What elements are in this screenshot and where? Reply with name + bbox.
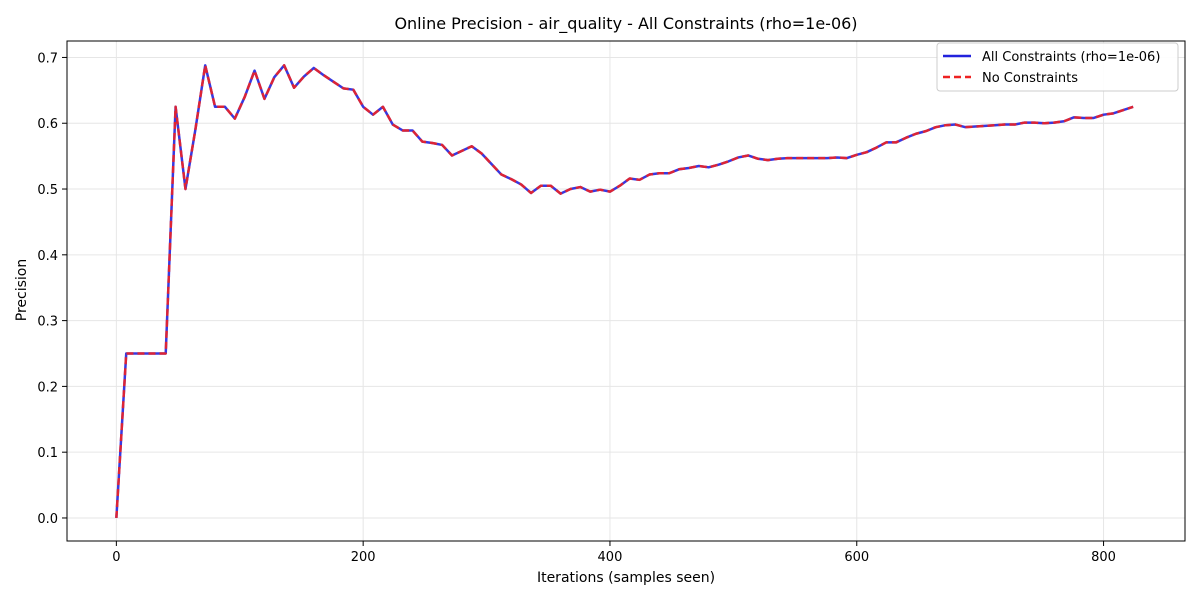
- x-tick-label: 0: [112, 550, 120, 565]
- y-tick-label: 0.7: [37, 51, 58, 66]
- x-tick-label: 400: [598, 550, 623, 565]
- y-tick-label: 0.3: [37, 315, 58, 330]
- legend-label-no-constraints: No Constraints: [982, 71, 1078, 86]
- series-line-no-constraints: [115, 64, 1134, 519]
- x-tick-label: 200: [351, 550, 376, 565]
- legend: All Constraints (rho=1e-06) No Constrain…: [936, 42, 1179, 92]
- y-tick-label: 0.6: [37, 117, 58, 132]
- y-tick-label: 0.0: [37, 512, 58, 527]
- legend-label-all-constraints: All Constraints (rho=1e-06): [982, 50, 1160, 65]
- series-layer: [115, 64, 1134, 519]
- y-tick-label: 0.1: [37, 446, 58, 461]
- y-axis-label: Precision: [14, 259, 30, 321]
- x-tick-label: 800: [1091, 550, 1116, 565]
- y-tick-label: 0.5: [37, 183, 58, 198]
- y-tick-label: 0.4: [37, 249, 58, 264]
- series-line-all-constraints: [115, 64, 1134, 519]
- y-tick-label: 0.2: [37, 380, 58, 395]
- plot-frame: [66, 40, 1186, 542]
- legend-box: [936, 42, 1179, 92]
- chart-title: Online Precision - air_quality - All Con…: [394, 14, 857, 34]
- x-tick-label: 600: [844, 550, 869, 565]
- axis-ticks: 0 200 400 600 800 0.0 0.1 0.2 0.3 0.4 0.5 0.6 0.7: [37, 51, 1116, 565]
- x-axis-label: Iterations (samples seen): [537, 570, 715, 586]
